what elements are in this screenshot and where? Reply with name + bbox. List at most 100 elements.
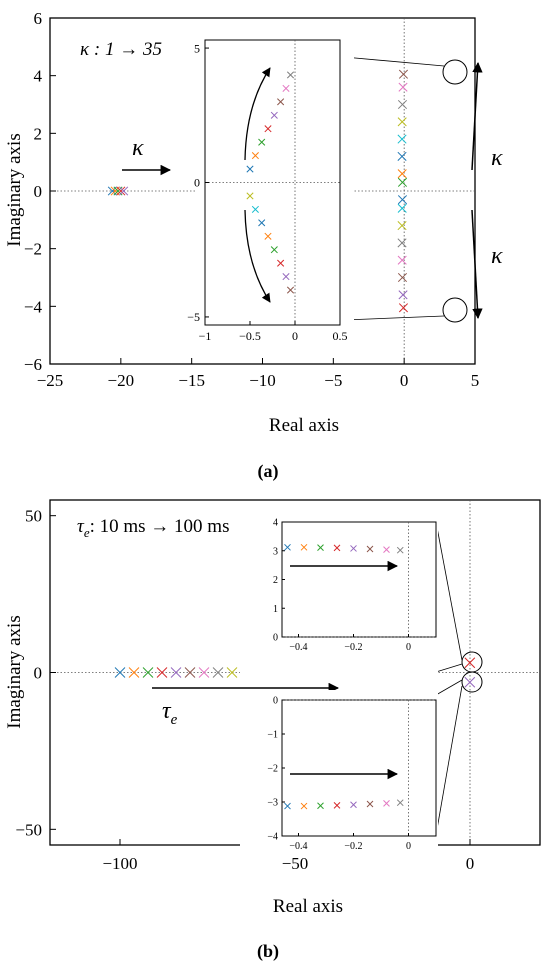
data-point: [397, 177, 408, 187]
callout-line-4: [435, 685, 463, 836]
x-tick-label: −0.2: [344, 841, 362, 852]
data-point: [397, 272, 408, 283]
y-tick-label: 0: [273, 696, 278, 707]
data-point: [398, 69, 409, 79]
data-point: [317, 544, 324, 551]
callout-circle-top: [442, 59, 468, 85]
callout-circle-lower: [461, 671, 483, 693]
y-tick-label: −3: [267, 798, 278, 809]
panel-b-inset-bottom-frame: [281, 699, 437, 837]
data-point: [258, 138, 266, 146]
data-point: [397, 255, 407, 265]
panel-b-ylabel: Imaginary axis: [4, 615, 25, 728]
data-point: [317, 802, 324, 810]
callout-line-2: [435, 663, 463, 673]
panel-a-inset-data-points: [246, 71, 295, 294]
x-tick-label: 0: [466, 854, 475, 873]
x-tick-label: −0.4: [289, 642, 307, 653]
data-point: [212, 667, 224, 678]
y-tick-label: 1: [273, 604, 278, 615]
data-point: [284, 543, 291, 551]
y-tick-label: −6: [24, 355, 42, 374]
data-point: [397, 151, 407, 161]
panel-b-inset-top-data-points: [284, 543, 404, 554]
panel-b-inset-top-frame: [281, 521, 437, 638]
panel-b-xlabel: Real axis: [273, 896, 343, 917]
data-point: [119, 186, 129, 196]
y-tick-label: 3: [273, 546, 278, 557]
x-tick-label: −25: [37, 371, 64, 390]
panel-a-caption: (a): [258, 461, 279, 482]
panel-b-inset-bottom: −0.4 −0.2 0 −4 −3 −2 −1 0: [240, 690, 438, 858]
data-point: [170, 667, 182, 678]
data-point: [128, 667, 140, 678]
x-tick-label: −0.4: [289, 841, 307, 852]
data-point: [142, 667, 154, 678]
x-tick-label: 0: [406, 642, 411, 653]
inset-curved-arrow-top: [244, 67, 271, 161]
data-point: [300, 543, 308, 551]
callout-circle-bottom: [442, 297, 468, 323]
data-point: [277, 98, 285, 106]
inset-curved-arrow-bottom: [244, 209, 271, 303]
data-point: [397, 99, 408, 110]
data-point: [383, 800, 390, 807]
y-tick-label: 4: [273, 518, 278, 529]
x-tick-label: −0.5: [239, 329, 261, 343]
data-point: [277, 259, 285, 267]
kappa-label-left: κ: [132, 135, 144, 161]
data-point: [246, 192, 254, 200]
panel-a-ylabel: Imaginary axis: [4, 133, 25, 246]
y-tick-label: 2: [273, 575, 278, 586]
data-point: [366, 800, 374, 808]
data-point: [286, 71, 295, 79]
data-point: [156, 667, 168, 678]
data-point: [397, 195, 408, 205]
y-tick-label: 50: [25, 507, 42, 526]
data-point: [258, 219, 266, 227]
data-point: [264, 232, 272, 240]
data-point: [264, 125, 272, 133]
callout-line-bottom: [343, 315, 445, 321]
y-tick-label: −2: [267, 764, 278, 775]
panel-b-inset-top: −0.4 −0.2 0 0 1 2 3 4: [240, 514, 438, 682]
data-point: [116, 186, 126, 196]
panel-b-annotation: τe: 10 ms → 100 ms: [77, 516, 229, 540]
data-point: [333, 544, 341, 552]
callout-circle-upper: [461, 651, 483, 673]
tau-arrow-subscript: e: [171, 712, 178, 728]
y-tick-label: 4: [34, 67, 43, 86]
data-point: [396, 799, 404, 807]
x-tick-label: −50: [282, 854, 309, 873]
data-point: [300, 802, 308, 810]
data-point: [270, 111, 278, 119]
data-point: [270, 246, 278, 254]
panel-b-caption: (b): [257, 941, 279, 962]
data-point: [282, 84, 290, 92]
x-tick-label: 0: [292, 329, 298, 343]
data-point: [464, 676, 476, 688]
x-tick-label: −20: [108, 371, 135, 390]
data-point: [397, 221, 407, 231]
kappa-arrow-down: [471, 209, 483, 320]
data-point: [366, 545, 374, 553]
y-tick-label: 6: [34, 9, 43, 28]
y-tick-label: 5: [194, 41, 200, 55]
tau-symbol: τ: [77, 516, 85, 537]
data-point: [398, 290, 408, 300]
panel-b-inset-bottom-data-points: [284, 799, 404, 810]
y-tick-label: −5: [187, 310, 200, 324]
panel-b-inset-bottom-zero-lines: [282, 699, 436, 836]
y-tick-label: −50: [15, 820, 42, 839]
data-point: [397, 203, 407, 213]
panel-b-inset-top-ticks: −0.4 −0.2 0 0 1 2 3 4: [273, 518, 411, 654]
data-point: [198, 667, 210, 678]
x-tick-label: 0: [406, 841, 411, 852]
panel-a-annotation: κ : 1 → 35: [80, 39, 162, 60]
data-point: [184, 667, 196, 678]
y-tick-label: −4: [267, 832, 278, 843]
